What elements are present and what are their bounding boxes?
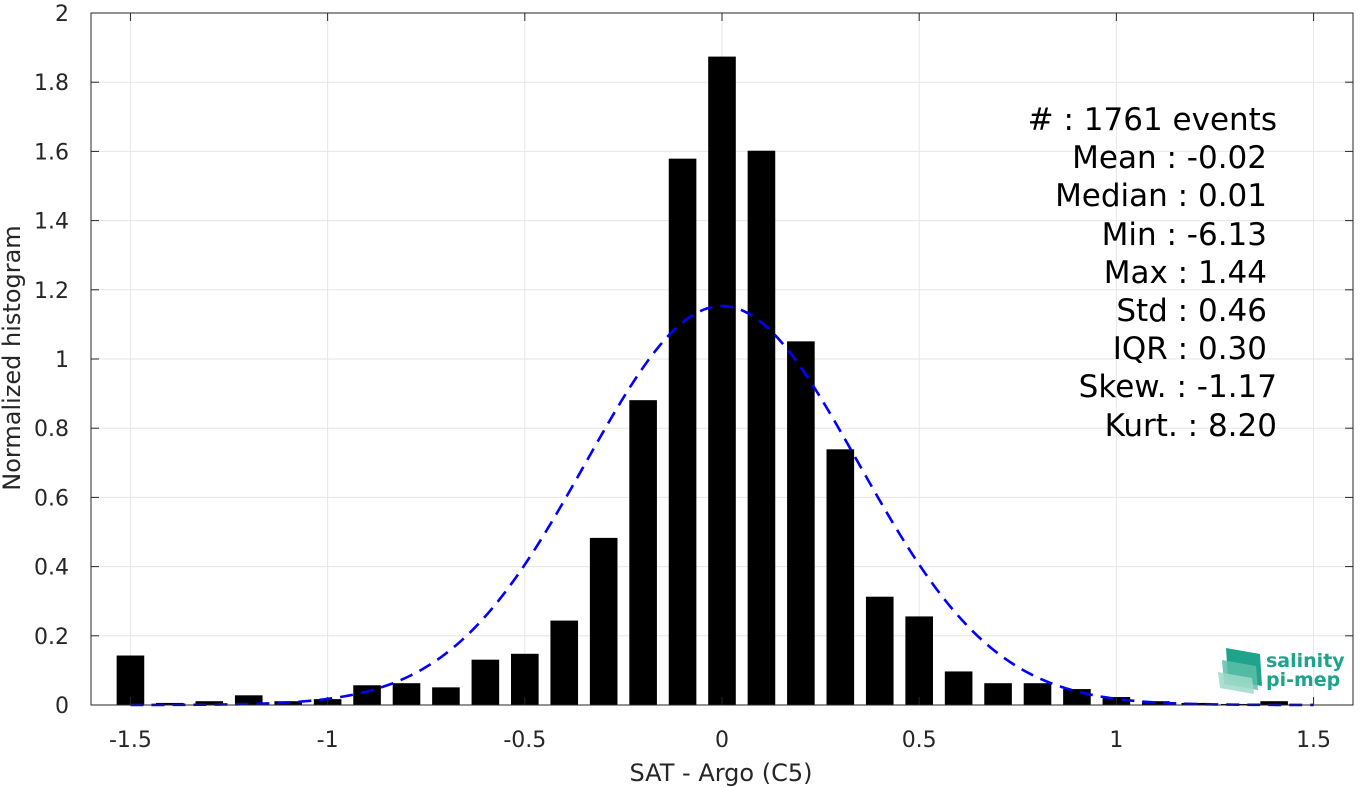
x-axis-ticks: -1.5 -1 -0.5 0 0.5 1 1.5 xyxy=(109,13,1331,753)
bars xyxy=(116,56,1288,705)
y-tick-label: 1.4 xyxy=(34,210,69,235)
y-tick-label: 1.6 xyxy=(34,140,69,165)
histogram-bar xyxy=(353,685,381,705)
histogram-bar xyxy=(550,620,579,705)
histogram-bar xyxy=(116,655,145,705)
y-axis-ticks: 0 0.2 0.4 0.6 0.8 1 1.2 1.4 1.6 1.8 2 xyxy=(34,2,1353,719)
y-tick-label: 1.8 xyxy=(34,71,69,96)
histogram-bar xyxy=(156,702,184,705)
x-tick-label: -1 xyxy=(317,728,339,753)
stats-events: # : 1761 events xyxy=(1028,102,1277,138)
logo-mark-icon xyxy=(1218,648,1262,694)
histogram-bar xyxy=(511,653,539,705)
histogram-bar xyxy=(471,659,500,705)
stats-box: # : 1761 events Mean : -0.02 Median : 0.… xyxy=(1028,102,1277,444)
logo-text-line2: pi-mep xyxy=(1266,669,1340,691)
histogram-bar xyxy=(826,449,855,705)
stats-max: Max : 1.44 xyxy=(1104,255,1267,291)
stats-median: Median : 0.01 xyxy=(1055,178,1267,214)
histogram-bar xyxy=(432,687,460,705)
salinity-pi-mep-logo: salinity pi-mep xyxy=(1218,648,1345,694)
histogram-bar xyxy=(1023,683,1052,705)
y-tick-label: 0.4 xyxy=(34,556,69,581)
x-tick-label: -1.5 xyxy=(109,728,152,753)
histogram-bar xyxy=(944,671,973,705)
y-tick-label: 1.2 xyxy=(34,279,69,304)
histogram-bar xyxy=(629,400,657,705)
stats-iqr: IQR : 0.30 xyxy=(1113,331,1267,367)
histogram-bar xyxy=(1260,701,1288,705)
histogram-bar xyxy=(195,701,224,705)
histogram-bar xyxy=(708,56,736,705)
histogram-bar xyxy=(668,158,697,705)
histogram-bar xyxy=(589,537,618,705)
histogram-bar xyxy=(392,683,421,705)
y-tick-label: 0 xyxy=(55,694,69,719)
histogram-bar xyxy=(865,596,894,705)
y-tick-label: 0.2 xyxy=(34,625,69,650)
x-axis-label: SAT - Argo (C5) xyxy=(630,759,813,787)
x-tick-label: 1.5 xyxy=(1296,728,1331,753)
histogram-bar xyxy=(984,683,1012,705)
y-axis-label: Normalized histogram xyxy=(0,225,26,490)
x-tick-label: 0.5 xyxy=(902,728,937,753)
stats-mean: Mean : -0.02 xyxy=(1072,140,1267,176)
histogram-bar xyxy=(787,341,815,705)
y-tick-label: 0.8 xyxy=(34,417,69,442)
histogram-bar xyxy=(1063,689,1091,705)
logo-text-line1: salinity xyxy=(1266,650,1345,672)
y-tick-label: 1 xyxy=(55,348,69,373)
stats-std: Std : 0.46 xyxy=(1116,293,1267,329)
stats-min: Min : -6.13 xyxy=(1102,217,1267,253)
histogram-bar xyxy=(747,150,776,705)
y-tick-label: 0.6 xyxy=(34,486,69,511)
stats-kurt: Kurt. : 8.20 xyxy=(1105,408,1277,444)
histogram-bar xyxy=(234,695,263,705)
x-tick-label: 1 xyxy=(1109,728,1123,753)
x-tick-label: -0.5 xyxy=(503,728,546,753)
y-tick-label: 2 xyxy=(55,2,69,27)
histogram-bar xyxy=(1142,701,1170,705)
histogram-bar xyxy=(905,616,933,705)
x-tick-label: 0 xyxy=(715,728,729,753)
stats-skew: Skew. : -1.17 xyxy=(1079,369,1277,405)
